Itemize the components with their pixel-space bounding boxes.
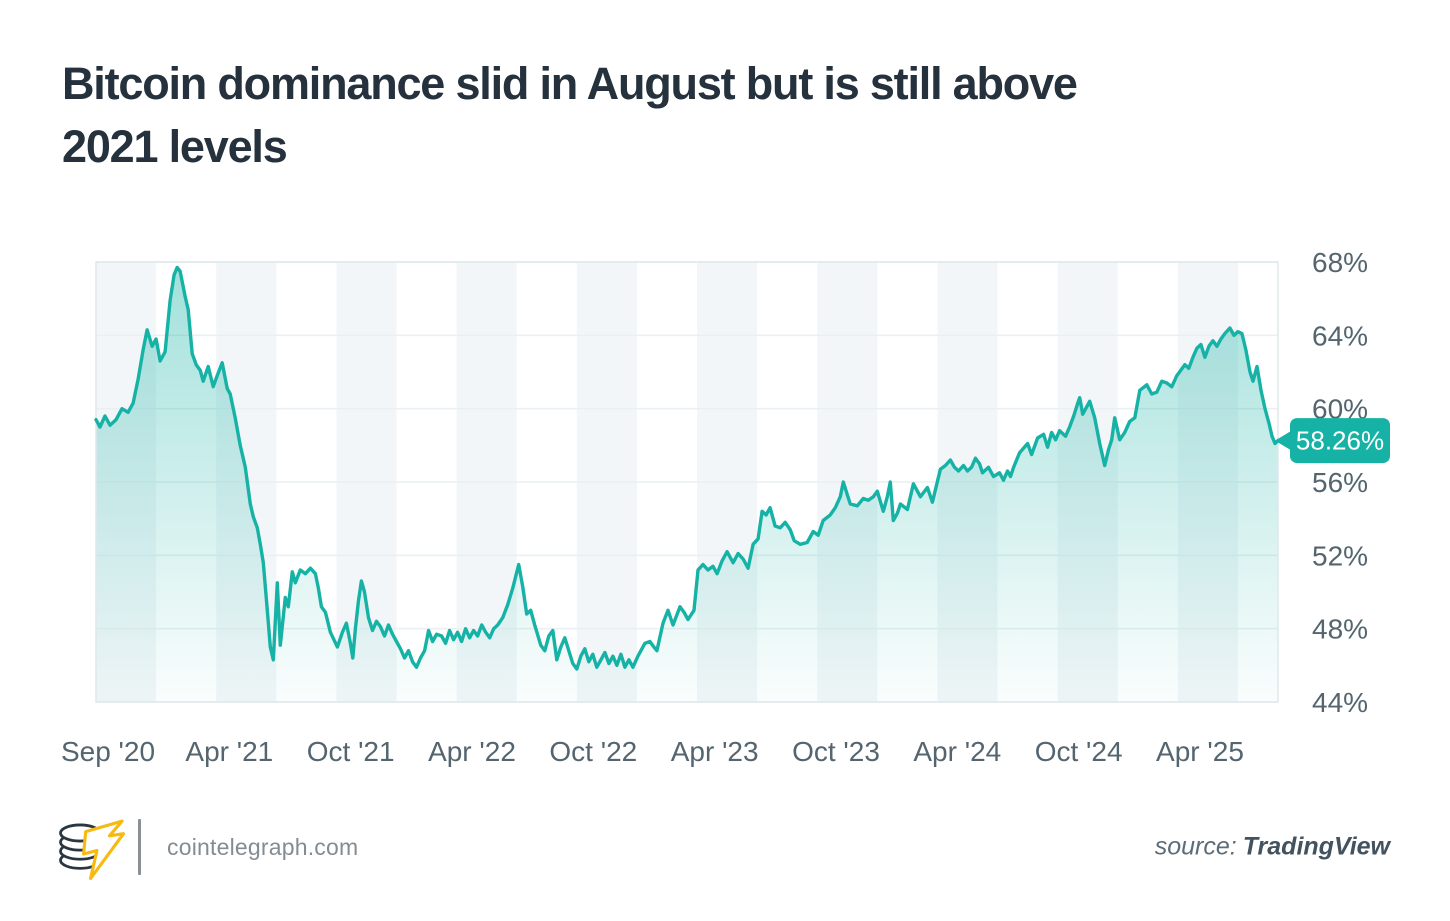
x-axis-label: Apr '25 [1156,736,1244,767]
source-label: source: [1154,832,1237,861]
current-value-badge: 58.26% [1275,418,1390,464]
y-axis-label: 68% [1312,247,1368,278]
y-axis-label: 52% [1312,540,1368,571]
x-axis-label: Sep '20 [61,736,155,767]
lightning-bolt-icon [82,819,126,881]
x-axis-label: Apr '21 [185,736,273,767]
chart-title-line1: Bitcoin dominance slid in August but is … [62,58,1078,109]
y-axis-label: 44% [1312,687,1368,718]
dominance-line [94,265,1280,671]
site-label: cointelegraph.com [167,833,359,860]
chart-title-line2: 2021 levels [62,121,288,172]
x-axis-label: Oct '21 [307,736,395,767]
footer-divider [138,819,141,875]
source-credit: source: TradingView [1155,833,1390,862]
dominance-area [96,267,1278,702]
x-axis-label: Apr '23 [671,736,759,767]
badge-value: 58.26% [1296,426,1384,456]
x-axis-label: Oct '24 [1035,736,1123,767]
y-axis-label: 56% [1312,467,1368,498]
y-axis-label: 64% [1312,320,1368,351]
badge-arrow-icon [1275,431,1290,450]
footer: cointelegraph.com source: TradingView [56,811,1394,883]
cointelegraph-logo [59,819,126,881]
x-axis-label: Oct '22 [549,736,637,767]
plot-border [95,261,1279,703]
badge-box [1290,418,1390,464]
x-axis-label: Oct '23 [792,736,880,767]
y-axis-label: 48% [1312,614,1368,645]
chart-title: Bitcoin dominance slid in August but is … [62,52,1352,178]
x-axis-label: Apr '22 [428,736,516,767]
x-axis-label: Apr '24 [913,736,1001,767]
source-name: TradingView [1242,832,1390,861]
